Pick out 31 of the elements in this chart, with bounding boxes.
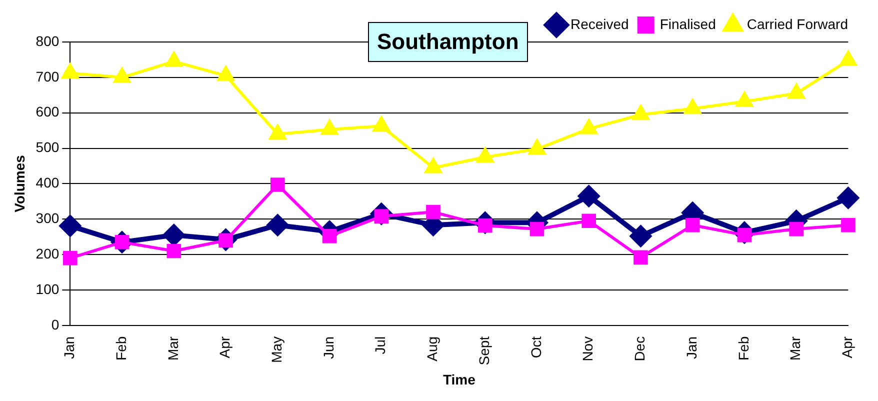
x-tick-label: Oct — [528, 336, 544, 358]
y-tick-label: 300 — [36, 210, 60, 226]
y-tick-label: 400 — [36, 174, 60, 191]
x-tick-label: Mar — [787, 336, 804, 361]
x-tick-label: Mar — [164, 336, 181, 361]
x-tick-label: Feb — [735, 336, 752, 361]
y-tick-label: 100 — [36, 280, 60, 297]
legend-label: Received — [570, 16, 629, 32]
x-tick-label: Jan — [61, 336, 78, 359]
y-axis-title: Volumes — [11, 154, 28, 212]
x-tick-label: Jul — [372, 336, 388, 354]
x-tick-label: Sept — [476, 336, 492, 366]
legend-label: Carried Forward — [746, 16, 848, 32]
x-tick-label: Jan — [683, 336, 700, 359]
x-tick-label: Apr — [839, 336, 856, 358]
legend-label: Finalised — [660, 16, 716, 32]
x-tick-label: Jun — [320, 336, 336, 359]
y-tick-label: 800 — [36, 32, 60, 49]
x-tick-label: Apr — [216, 336, 233, 358]
x-tick-label: Aug — [424, 336, 440, 362]
chart-title: Southampton — [368, 22, 528, 62]
x-tick-label: May — [268, 336, 284, 363]
y-tick-label: 200 — [36, 245, 60, 262]
y-tick-label: 700 — [36, 68, 60, 84]
x-axis-title: Time — [442, 371, 476, 388]
x-tick-label: Feb — [112, 336, 129, 361]
x-tick-label: Dec — [632, 336, 648, 362]
x-tick-label: Nov — [580, 336, 596, 362]
y-tick-label: 0 — [51, 316, 60, 332]
y-tick-label: 600 — [36, 104, 60, 120]
y-tick-label: 500 — [36, 139, 60, 156]
